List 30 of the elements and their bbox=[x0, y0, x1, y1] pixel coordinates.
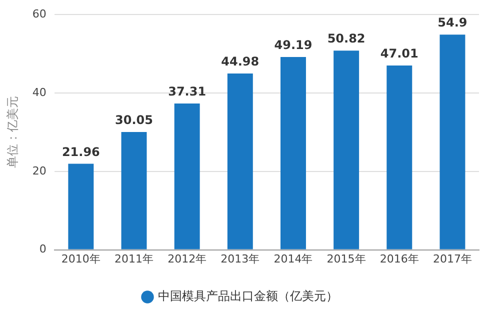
bar bbox=[121, 132, 147, 250]
y-tick-label: 20 bbox=[32, 164, 46, 178]
y-tick-label: 40 bbox=[32, 86, 46, 99]
data-label: 54.9 bbox=[438, 16, 468, 30]
data-label: 47.01 bbox=[380, 46, 418, 61]
y-tick-label: 0 bbox=[39, 242, 46, 256]
bar bbox=[334, 50, 360, 250]
bar bbox=[227, 73, 253, 250]
y-axis-title: 单位：亿美元 bbox=[5, 96, 20, 168]
data-label: 50.82 bbox=[327, 32, 366, 46]
x-tick-label: 2017年 bbox=[432, 252, 472, 266]
legend-label: 中国模具产品出口金额（亿美元） bbox=[158, 289, 338, 304]
x-tick-label: 2014年 bbox=[274, 252, 313, 266]
bar bbox=[68, 164, 94, 250]
x-tick-label: 2010年 bbox=[61, 252, 100, 266]
x-tick-label: 2013年 bbox=[220, 252, 260, 266]
bar bbox=[174, 104, 200, 250]
x-tick-label: 2016年 bbox=[380, 252, 419, 266]
bar bbox=[440, 34, 466, 250]
bar bbox=[386, 66, 412, 250]
x-tick-label: 2015年 bbox=[326, 252, 366, 266]
data-label: 49.19 bbox=[274, 38, 312, 52]
data-label: 37.31 bbox=[168, 84, 206, 99]
x-tick-label: 2012年 bbox=[168, 252, 207, 266]
x-tick-label: 2011年 bbox=[114, 252, 154, 266]
bar bbox=[280, 56, 306, 250]
data-label: 44.98 bbox=[221, 54, 260, 69]
data-label: 21.96 bbox=[62, 144, 100, 159]
y-tick-label: 60 bbox=[32, 7, 46, 20]
data-label: 30.05 bbox=[115, 113, 153, 128]
